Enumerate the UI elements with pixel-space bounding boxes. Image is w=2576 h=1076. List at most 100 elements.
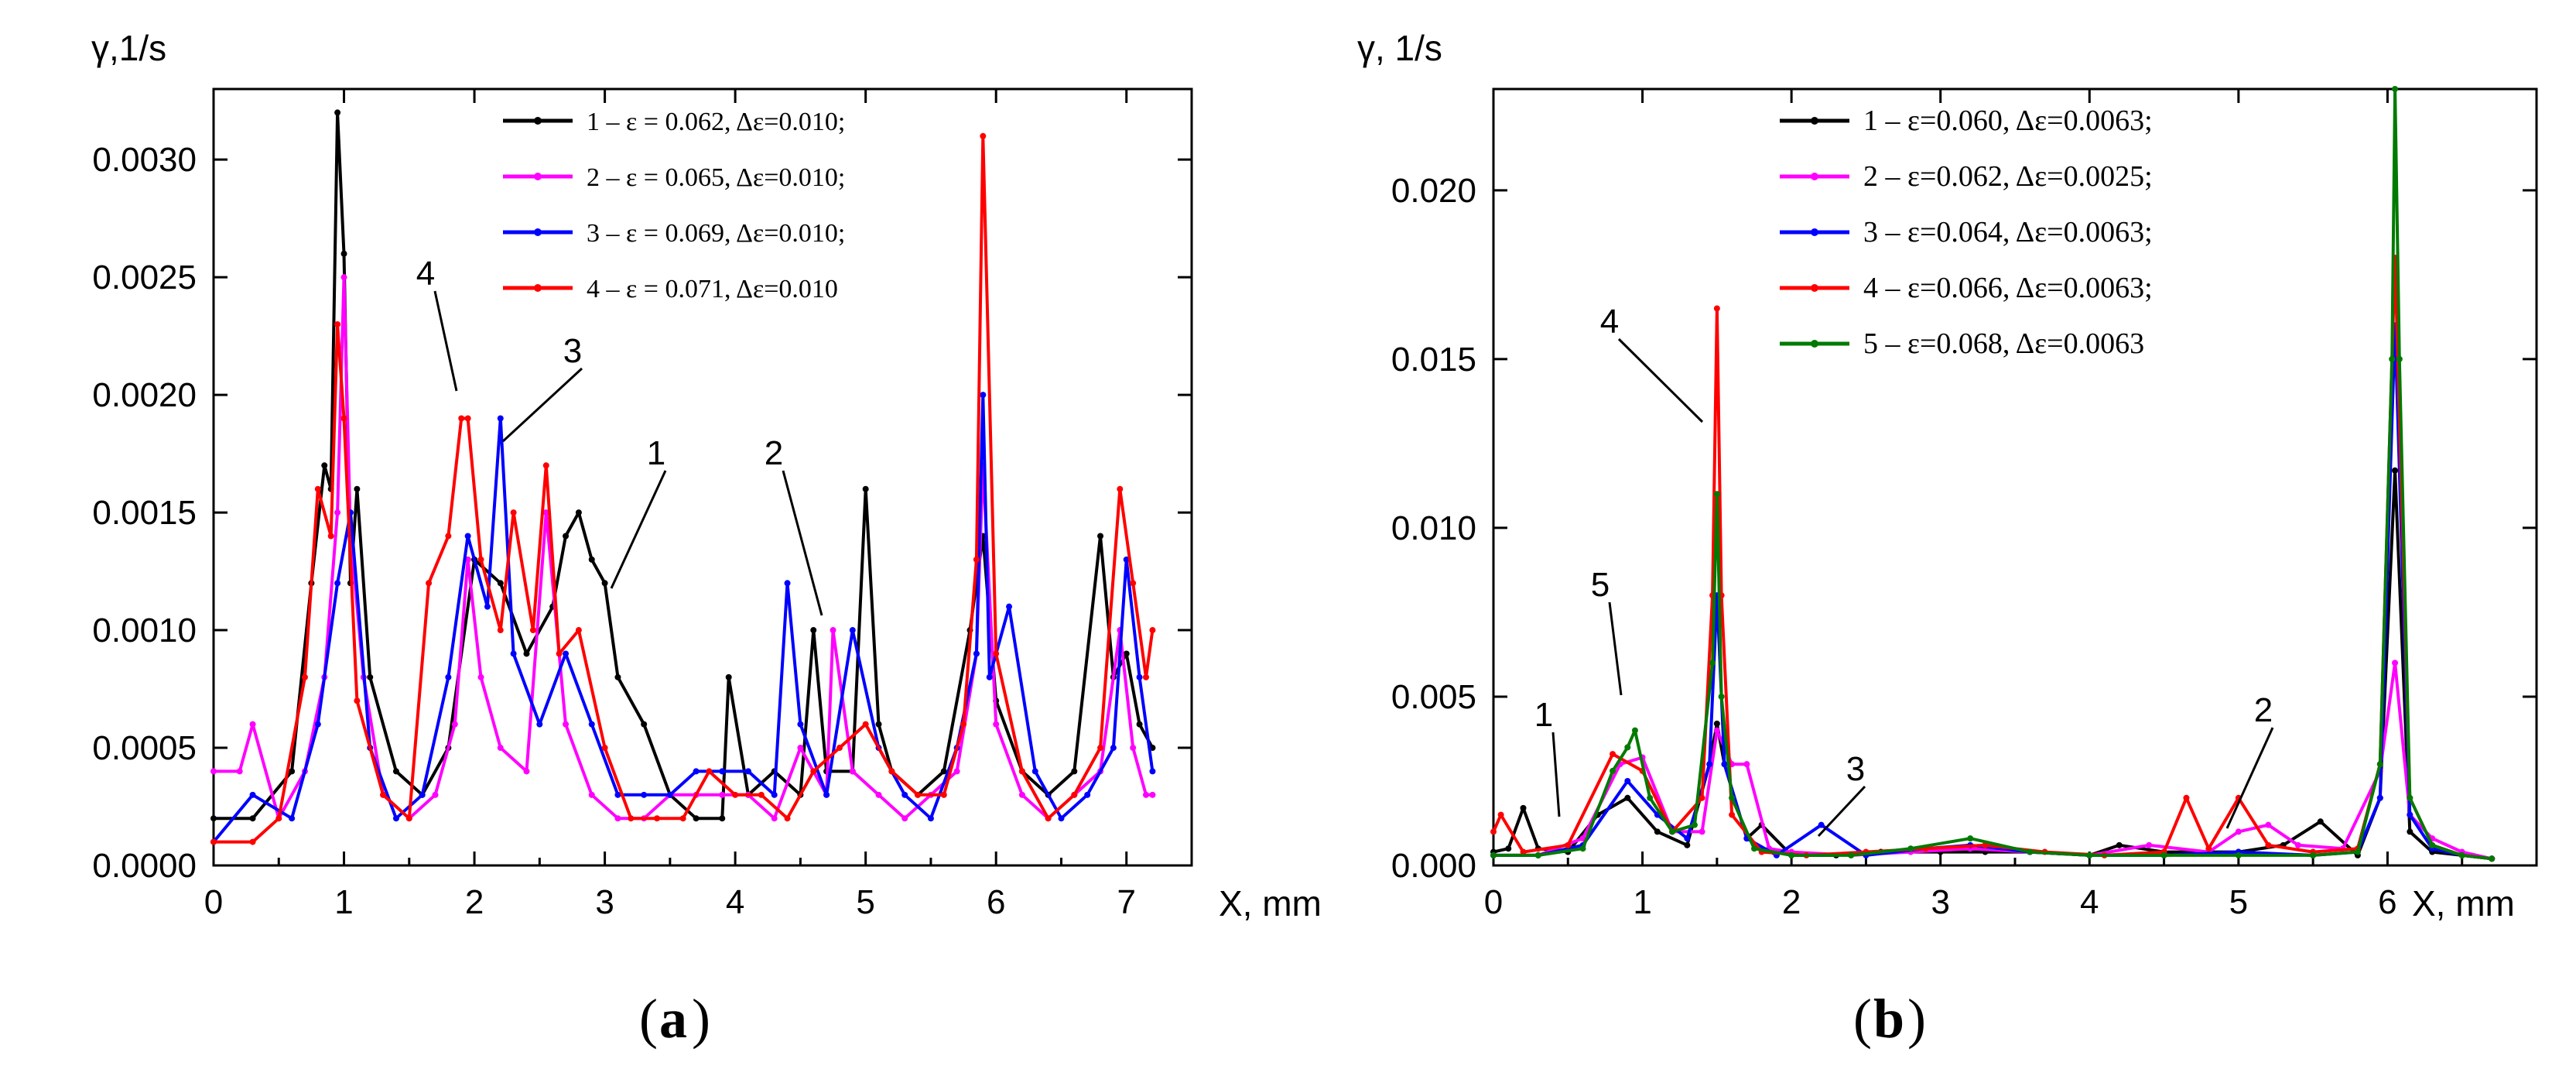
data-point xyxy=(2205,845,2212,852)
annotation-leader xyxy=(610,470,667,589)
y-tick-label: 0.015 xyxy=(1391,341,1476,379)
data-point xyxy=(1818,821,1825,828)
y-tick-label: 0.0000 xyxy=(92,847,197,885)
legend-label-3: 3 – ε=0.064, Δε=0.0063; xyxy=(1863,216,2153,248)
data-point xyxy=(321,462,328,469)
annotation-label: 4 xyxy=(416,255,435,293)
data-point xyxy=(1097,533,1104,540)
data-point xyxy=(314,721,321,728)
data-point xyxy=(927,815,934,822)
y-tick-label: 0.0005 xyxy=(92,729,197,767)
data-point xyxy=(289,815,296,822)
data-point xyxy=(210,838,217,845)
data-point xyxy=(426,580,433,587)
data-point xyxy=(575,509,582,516)
annotation-leader xyxy=(1551,732,1561,817)
series-line-4 xyxy=(214,134,1155,844)
data-point xyxy=(2116,841,2123,848)
data-point xyxy=(1071,768,1078,775)
data-point xyxy=(510,650,517,657)
y-tick-label: 0.0025 xyxy=(92,259,197,296)
data-point xyxy=(980,132,987,139)
data-point xyxy=(314,485,321,492)
y-tick-label: 0.0020 xyxy=(92,376,197,414)
data-point xyxy=(1579,835,1586,842)
annotation-leader xyxy=(1817,785,1866,838)
data-point xyxy=(960,721,967,728)
annotation-label: 3 xyxy=(563,332,582,370)
data-point xyxy=(1130,745,1137,752)
annotation-label: 4 xyxy=(1600,303,1619,341)
data-point xyxy=(1136,721,1143,728)
data-point xyxy=(1149,627,1156,634)
data-point xyxy=(380,791,387,798)
data-point xyxy=(1018,791,1025,798)
data-point xyxy=(1097,745,1104,752)
legend-label-5: 5 – ε=0.068, Δε=0.0063 xyxy=(1863,327,2144,360)
data-point xyxy=(497,580,504,587)
data-point xyxy=(334,320,341,327)
data-point xyxy=(940,768,947,775)
annotations: 1 5 4 3 2 xyxy=(1534,303,2274,838)
data-point xyxy=(849,768,856,775)
data-point xyxy=(2354,848,2361,855)
legend-marker xyxy=(1811,284,1818,292)
data-point xyxy=(1006,603,1013,610)
data-point xyxy=(732,791,739,798)
data-point xyxy=(249,838,256,845)
data-point xyxy=(849,627,856,634)
data-point xyxy=(1579,845,1586,852)
data-point xyxy=(2265,841,2272,848)
data-point xyxy=(445,533,452,540)
x-tick-label: 4 xyxy=(726,883,744,921)
data-point xyxy=(862,721,869,728)
data-point xyxy=(784,815,791,822)
data-point xyxy=(1684,841,1691,848)
data-point xyxy=(1610,751,1616,758)
data-point xyxy=(1624,794,1631,801)
data-point xyxy=(2407,794,2414,801)
data-point xyxy=(510,509,517,516)
x-axis-title: X, mm xyxy=(1219,883,1322,924)
data-point xyxy=(1699,828,1705,835)
data-point xyxy=(771,815,778,822)
panel-label: b xyxy=(1873,988,1904,1050)
annotation-label: 2 xyxy=(765,434,783,472)
data-point xyxy=(2310,852,2317,858)
data-point xyxy=(614,673,621,680)
data-point xyxy=(1136,673,1143,680)
data-point xyxy=(771,791,778,798)
data-point xyxy=(1654,828,1661,835)
data-point xyxy=(888,768,895,775)
data-point xyxy=(1669,828,1676,835)
data-point xyxy=(810,768,817,775)
x-tick-label: 4 xyxy=(2080,883,2099,921)
data-point xyxy=(2027,848,2034,855)
series-line-5 xyxy=(1493,87,2492,861)
panel-label: a xyxy=(659,988,687,1050)
data-point xyxy=(301,673,308,680)
data-point xyxy=(1610,767,1616,774)
axes-frame: 0 1 2 3 4 5 6 0.000 0.005 0.010 0.015 0.020 xyxy=(1391,87,2538,921)
chart-panel-b: γ, 1/s X, mm 0 1 2 3 4 5 6 0.000 0.005 0.010 0.015… xyxy=(1357,28,2538,1050)
data-point xyxy=(725,673,732,680)
data-point xyxy=(405,815,412,822)
legend-marker xyxy=(534,284,542,292)
legend-marker xyxy=(1811,340,1818,348)
data-point xyxy=(654,815,661,822)
data-point xyxy=(210,768,217,775)
data-point xyxy=(334,109,341,116)
x-tick-label: 6 xyxy=(987,883,1005,921)
data-point xyxy=(1490,828,1497,835)
data-point xyxy=(542,509,549,516)
data-point xyxy=(497,415,504,422)
data-point xyxy=(1848,852,1855,858)
axes-frame: 0 1 2 3 4 5 6 7 0.0000 0.0005 0.0010 0.0015 0.0020 0.… xyxy=(92,87,1193,921)
data-point xyxy=(1907,845,1914,852)
data-point xyxy=(784,580,791,587)
annotation-label: 3 xyxy=(1846,750,1865,788)
data-point xyxy=(1130,580,1137,587)
data-point xyxy=(810,627,817,634)
legend-marker xyxy=(534,228,542,236)
data-point xyxy=(1647,794,1654,801)
